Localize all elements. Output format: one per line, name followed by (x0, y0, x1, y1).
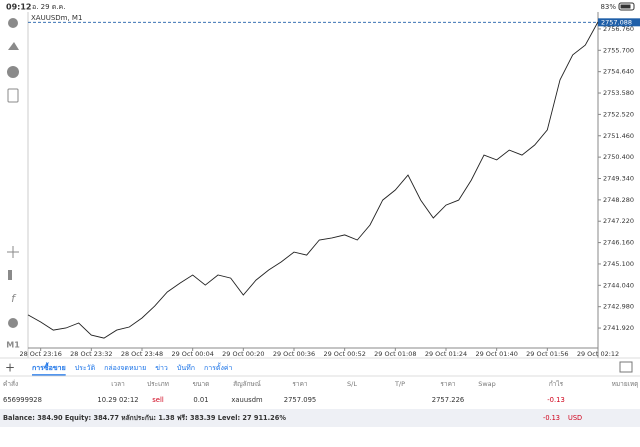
column-header: หมายเหตุ (612, 380, 639, 388)
chart-type-icon[interactable] (8, 270, 12, 280)
timeframe-button[interactable]: M1 (6, 341, 20, 350)
x-tick-label: 29 Oct 00:52 (323, 350, 365, 358)
column-header: T/P (394, 380, 405, 388)
column-header: เวลา (111, 380, 125, 388)
add-button[interactable]: + (5, 361, 15, 375)
column-header: กำไร (549, 380, 564, 388)
cell-volume: 0.01 (193, 396, 208, 404)
new-order-icon[interactable] (7, 88, 19, 103)
price-line-series (27, 21, 599, 339)
cell-profit: -0.13 (547, 396, 565, 404)
clock: 09:12 (6, 3, 31, 12)
cell-current-price: 2757.226 (432, 396, 464, 404)
total-profit: -0.13 (543, 414, 560, 422)
y-tick-label: 2747.220 (603, 217, 634, 225)
indicator-icon[interactable]: f (11, 292, 17, 305)
chat-icon[interactable] (7, 66, 19, 78)
x-tick-label: 28 Oct 23:48 (121, 350, 163, 358)
x-tick-label: 29 Oct 01:24 (425, 350, 467, 358)
x-tick-label: 29 Oct 01:08 (374, 350, 416, 358)
tab[interactable]: กล่องจดหมาย (104, 364, 146, 372)
x-tick-label: 29 Oct 00:36 (273, 350, 315, 358)
y-tick-label: 2741.920 (603, 324, 634, 332)
cell-type: sell (152, 396, 164, 404)
y-tick-label: 2753.580 (603, 89, 634, 97)
column-header: ขนาด (193, 380, 210, 388)
tab[interactable]: การซื้อขาย (32, 361, 66, 372)
account-icon[interactable] (8, 18, 18, 28)
tab[interactable]: ข่าว (155, 364, 168, 372)
cell-time: 10.29 02:12 (97, 396, 138, 404)
objects-icon[interactable] (8, 318, 18, 328)
column-header: S/L (347, 380, 357, 388)
currency: USD (568, 414, 582, 422)
chart-title: XAUUSDm, M1 (31, 14, 82, 22)
date: อ. 29 ต.ค. (32, 3, 65, 11)
left-toolbar: f M1 (6, 18, 20, 350)
column-header: Swap (478, 380, 496, 388)
battery-level: 83% (600, 3, 616, 11)
positions-table: คำสั่ง เวลา ประเภท ขนาด สัญลักษณ์ ราคา S/L T/P ร… (3, 379, 638, 404)
y-tick-label: 2756.760 (603, 25, 634, 33)
tab[interactable]: การตั้งค่า (204, 361, 233, 372)
y-tick-label: 2754.640 (603, 68, 634, 76)
column-header: สัญลักษณ์ (233, 380, 261, 388)
x-tick-label: 29 Oct 00:20 (222, 350, 264, 358)
cell-symbol: xauusdm (231, 396, 263, 404)
trade-icon[interactable] (8, 42, 19, 50)
y-tick-label: 2744.040 (603, 281, 634, 289)
y-tick-label: 2752.520 (603, 110, 634, 118)
y-tick-label: 2755.700 (603, 46, 634, 54)
layout-icon[interactable] (619, 361, 633, 373)
y-tick-label: 2750.400 (603, 153, 634, 161)
balance-summary: Balance: 384.90 Equity: 384.77 หลักประกั… (3, 414, 286, 422)
cell-order: 656999928 (3, 396, 42, 404)
crosshair-icon[interactable] (7, 246, 19, 258)
column-header: ราคา (440, 380, 455, 388)
tab[interactable]: ประวัติ (75, 364, 96, 372)
y-tick-label: 2746.160 (603, 239, 634, 247)
column-header: ราคา (292, 380, 307, 388)
x-tick-label: 28 Oct 23:16 (19, 350, 61, 358)
y-tick-label: 2751.460 (603, 132, 634, 140)
column-header: ประเภท (147, 380, 169, 388)
price-label-bg (598, 18, 640, 27)
column-header: คำสั่ง (3, 379, 18, 388)
tab-bar: การซื้อขาย ประวัติ กล่องจดหมาย ข่าว บันทึก กา… (32, 361, 233, 376)
price-label: 2757.088 (601, 18, 632, 26)
x-tick-label: 29 Oct 00:04 (171, 350, 213, 358)
x-tick-label: 28 Oct 23:32 (70, 350, 112, 358)
x-tick-label: 29 Oct 01:56 (526, 350, 568, 358)
y-tick-label: 2745.100 (603, 260, 634, 268)
y-tick-label: 2748.280 (603, 196, 634, 204)
y-tick-label: 2742.980 (603, 303, 634, 311)
x-tick-label: 29 Oct 02:12 (577, 350, 619, 358)
cell-price: 2757.095 (284, 396, 316, 404)
y-tick-label: 2749.340 (603, 174, 634, 182)
x-tick-label: 29 Oct 01:40 (475, 350, 517, 358)
balance-row (0, 409, 640, 427)
battery-icon (618, 2, 635, 11)
tab[interactable]: บันทึก (177, 363, 195, 372)
battery-fill (620, 4, 631, 9)
